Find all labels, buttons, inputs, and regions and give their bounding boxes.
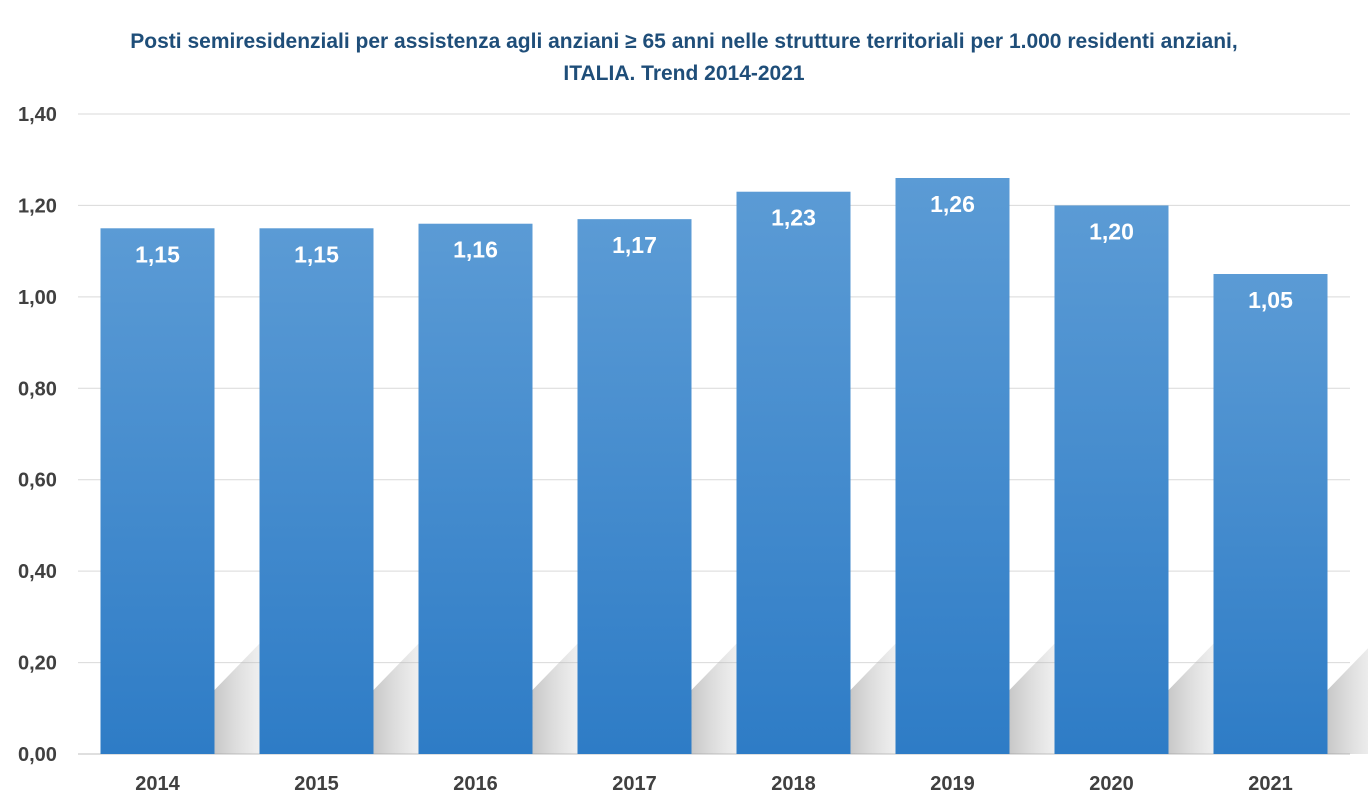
x-tick-label-2020: 2020 <box>1089 773 1134 795</box>
x-tick-label-2017: 2017 <box>612 773 657 795</box>
y-tick-label: 0,60 <box>18 470 57 492</box>
bar-2016 <box>418 223 533 754</box>
x-axis-ticks: 2014 2015 2016 2017 2018 2019 2020 2021 <box>135 773 1293 795</box>
x-tick-label-2019: 2019 <box>930 773 975 795</box>
bar-2017 <box>577 219 692 755</box>
bar-2021 <box>1213 274 1328 754</box>
bar-2018 <box>736 191 851 754</box>
bar-shadow <box>1327 648 1368 754</box>
x-tick-label-2018: 2018 <box>771 773 816 795</box>
bar-2020 <box>1054 205 1169 754</box>
x-tick-label-2014: 2014 <box>135 773 180 795</box>
data-labels: 1,15 1,15 1,16 1,17 1,23 1,26 1,20 1,05 <box>135 191 1293 313</box>
y-tick-label: 1,00 <box>18 287 57 309</box>
bar-2019 <box>895 178 1010 754</box>
data-label-2017: 1,17 <box>612 232 657 258</box>
bar-2015 <box>259 228 374 755</box>
data-label-2021: 1,05 <box>1248 287 1293 313</box>
x-tick-label-2021: 2021 <box>1248 773 1293 795</box>
y-tick-label: 0,40 <box>18 561 57 583</box>
y-tick-label: 1,40 <box>18 104 57 126</box>
chart-subtitle: ITALIA. Trend 2014-2021 <box>563 62 805 85</box>
y-tick-label: 0,00 <box>18 744 57 766</box>
data-label-2014: 1,15 <box>135 241 180 267</box>
bars <box>100 178 1328 755</box>
y-tick-label: 0,20 <box>18 653 57 675</box>
chart-title: Posti semiresidenziali per assistenza ag… <box>130 30 1237 53</box>
y-axis-ticks: 0,00 0,20 0,40 0,60 0,80 1,00 1,20 1,40 <box>18 104 57 766</box>
data-label-2016: 1,16 <box>453 237 498 263</box>
data-label-2018: 1,23 <box>771 205 816 231</box>
x-tick-label-2016: 2016 <box>453 773 498 795</box>
x-tick-label-2015: 2015 <box>294 773 339 795</box>
data-label-2019: 1,26 <box>930 191 975 217</box>
data-label-2020: 1,20 <box>1089 218 1134 244</box>
bar-2014 <box>100 228 215 755</box>
y-tick-label: 0,80 <box>18 378 57 400</box>
y-tick-label: 1,20 <box>18 195 57 217</box>
data-label-2015: 1,15 <box>294 241 339 267</box>
